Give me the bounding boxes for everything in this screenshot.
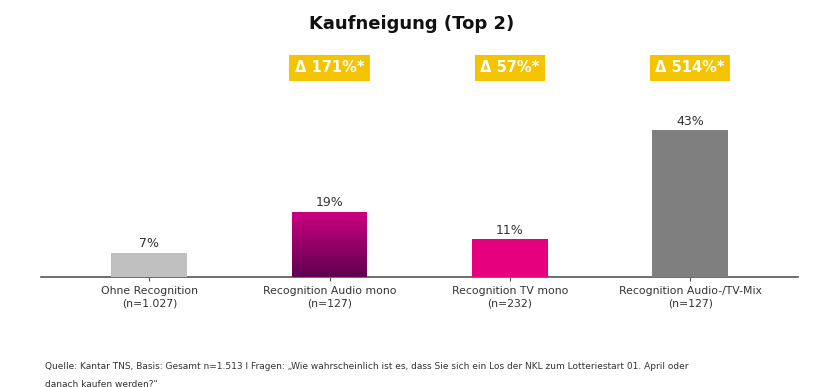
Bar: [291, 217, 367, 219]
Bar: [291, 272, 367, 273]
Text: Quelle: Kantar TNS, Basis: Gesamt n=1.513 I Fragen: „Wie wahrscheinlich ist es, : Quelle: Kantar TNS, Basis: Gesamt n=1.51…: [45, 362, 689, 371]
Bar: [291, 253, 367, 255]
Bar: [291, 264, 367, 265]
Bar: [291, 276, 367, 277]
Bar: [291, 265, 367, 266]
Bar: [291, 214, 367, 216]
Bar: [291, 251, 367, 252]
Bar: [291, 274, 367, 276]
Bar: [291, 269, 367, 270]
Bar: [291, 231, 367, 233]
Bar: [291, 268, 367, 269]
Bar: [291, 246, 367, 247]
Bar: [291, 252, 367, 253]
Bar: [291, 243, 367, 244]
Bar: [291, 248, 367, 250]
Bar: [653, 130, 728, 277]
Bar: [111, 253, 187, 277]
Bar: [291, 259, 367, 260]
Bar: [291, 250, 367, 251]
Bar: [291, 239, 367, 240]
Text: Kaufneigung (Top 2): Kaufneigung (Top 2): [309, 15, 514, 34]
Text: 19%: 19%: [316, 196, 343, 209]
Bar: [291, 266, 367, 268]
Bar: [291, 229, 367, 230]
Bar: [291, 260, 367, 261]
Bar: [291, 256, 367, 257]
Bar: [291, 240, 367, 242]
Bar: [291, 224, 367, 225]
Bar: [291, 225, 367, 226]
Bar: [291, 223, 367, 224]
Bar: [291, 238, 367, 239]
Bar: [291, 226, 367, 228]
Bar: [291, 255, 367, 256]
Bar: [291, 257, 367, 259]
Text: Δ 171%*: Δ 171%*: [295, 60, 365, 75]
Bar: [291, 235, 367, 236]
Text: Δ 57%*: Δ 57%*: [480, 60, 540, 75]
Bar: [291, 230, 367, 231]
Bar: [291, 270, 367, 272]
Bar: [291, 261, 367, 262]
Text: 7%: 7%: [139, 237, 160, 250]
Bar: [291, 219, 367, 220]
Bar: [291, 234, 367, 235]
Bar: [291, 213, 367, 214]
Bar: [291, 220, 367, 221]
Bar: [291, 216, 367, 217]
Text: danach kaufen werden?": danach kaufen werden?": [45, 380, 158, 387]
Bar: [291, 233, 367, 234]
Bar: [291, 273, 367, 274]
Bar: [291, 244, 367, 246]
Bar: [291, 228, 367, 229]
Bar: [291, 221, 367, 223]
Bar: [291, 242, 367, 243]
Text: 43%: 43%: [677, 115, 704, 128]
Bar: [291, 212, 367, 213]
Bar: [472, 239, 548, 277]
Text: Δ 514%*: Δ 514%*: [655, 60, 725, 75]
Text: 11%: 11%: [496, 224, 523, 236]
Bar: [291, 236, 367, 238]
Bar: [291, 262, 367, 264]
Bar: [291, 247, 367, 248]
